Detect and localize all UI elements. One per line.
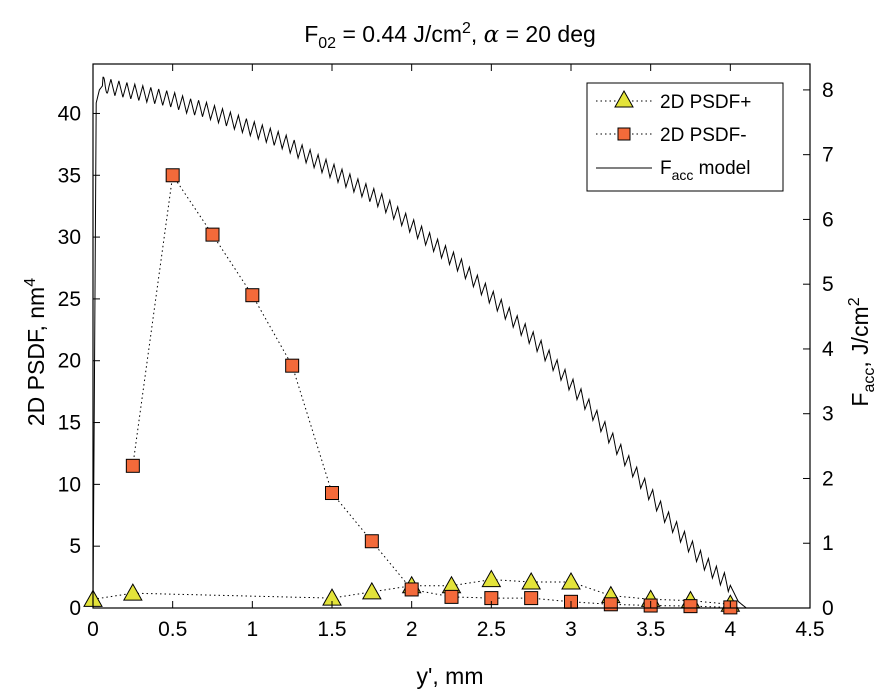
- series-facc-model-line: [92, 76, 747, 609]
- point-psdf-plus: [122, 583, 143, 601]
- y-right-tick-label: 2: [822, 467, 834, 490]
- series-psdf-minus-line: [132, 173, 731, 608]
- legend-facc-sub: acc: [672, 167, 694, 183]
- y-left-text: 2D PSDF, nm: [23, 287, 49, 426]
- point-psdf-minus: [404, 582, 419, 597]
- legend-facc-tail: model: [693, 158, 750, 179]
- y-left-tick-label: 40: [58, 102, 81, 125]
- title-alpha: α: [484, 22, 500, 48]
- x-tick-label: 3: [565, 618, 577, 641]
- y-left-tick-label: 20: [58, 350, 81, 373]
- y-left-tick-label: 10: [58, 473, 81, 496]
- point-psdf-minus: [444, 589, 459, 604]
- title-tail: = 20 deg: [499, 21, 596, 47]
- title-mid-sup: 2: [462, 20, 471, 37]
- point-psdf-minus: [524, 591, 539, 606]
- point-psdf-minus: [683, 599, 698, 614]
- point-psdf-minus: [165, 168, 180, 183]
- x-tick-label: 2: [406, 618, 418, 641]
- legend-marker-psdf-plus: [614, 89, 634, 108]
- point-psdf-plus: [521, 572, 542, 590]
- point-psdf-minus: [364, 534, 379, 549]
- point-psdf-plus: [481, 569, 502, 588]
- x-tick-label: 3.5: [636, 618, 665, 641]
- point-psdf-minus: [125, 458, 140, 473]
- x-tick-label: 0.5: [158, 618, 187, 641]
- x-tick-label: 2.5: [477, 618, 506, 641]
- title-mid: = 0.44 J/cm: [336, 21, 462, 47]
- y-left-tick-label: 0: [69, 597, 81, 620]
- legend: 2D PSDF+ 2D PSDF- Facc model: [586, 82, 784, 192]
- y-left-tick-label: 25: [58, 288, 81, 311]
- point-psdf-minus: [285, 358, 300, 373]
- y-left-tick-label: 5: [69, 535, 81, 558]
- y-right-mid: , J/cm: [847, 306, 873, 367]
- legend-label-psdf-minus: 2D PSDF-: [660, 125, 747, 146]
- y-right-tick-label: 5: [822, 273, 834, 296]
- y-left-tick-label: 30: [58, 226, 81, 249]
- y-right-sup: 2: [846, 297, 863, 306]
- point-psdf-plus: [561, 572, 581, 590]
- y-left-tick-label: 35: [58, 164, 81, 187]
- y-axis-label-left: 2D PSDF, nm4: [22, 278, 49, 426]
- y-axis-label-right: Facc, J/cm2: [846, 297, 878, 406]
- title-sep: ,: [471, 21, 484, 47]
- y-right-tick-label: 6: [822, 208, 834, 231]
- x-tick-label: 1.5: [317, 618, 346, 641]
- point-psdf-minus: [245, 288, 260, 303]
- legend-marker-psdf-minus: [617, 127, 631, 141]
- y-right-sub: acc: [861, 368, 878, 393]
- legend-facc-main: F: [660, 158, 672, 179]
- point-psdf-minus: [325, 486, 339, 501]
- y-right-tick-label: 7: [822, 144, 834, 167]
- point-psdf-minus: [205, 227, 220, 242]
- y-right-tick-label: 4: [822, 338, 834, 361]
- legend-label-facc-model: Facc model: [660, 158, 750, 183]
- y-left-sup: 4: [22, 278, 39, 287]
- y-right-tick-label: 1: [822, 532, 834, 555]
- point-psdf-minus: [603, 597, 618, 612]
- y-right-tick-label: 3: [822, 403, 834, 426]
- y-right-tick-label: 0: [822, 597, 834, 620]
- x-tick-label: 1: [246, 618, 258, 641]
- x-tick-label: 4.5: [795, 618, 824, 641]
- x-tick-label: 4: [724, 618, 736, 641]
- point-psdf-plus: [361, 581, 382, 600]
- title-main: F: [304, 21, 318, 47]
- y-right-main: F: [847, 393, 873, 407]
- title-main-sub: 02: [318, 35, 336, 52]
- x-tick-label: 0: [87, 618, 99, 641]
- plot-frame: [92, 63, 811, 609]
- x-axis-label: y', mm: [417, 663, 484, 689]
- y-right-tick-label: 8: [822, 79, 834, 102]
- chart-title: F02 = 0.44 J/cm2, α = 20 deg: [304, 20, 596, 52]
- y-left-tick-label: 15: [58, 412, 81, 435]
- legend-label-psdf-plus: 2D PSDF+: [660, 92, 751, 113]
